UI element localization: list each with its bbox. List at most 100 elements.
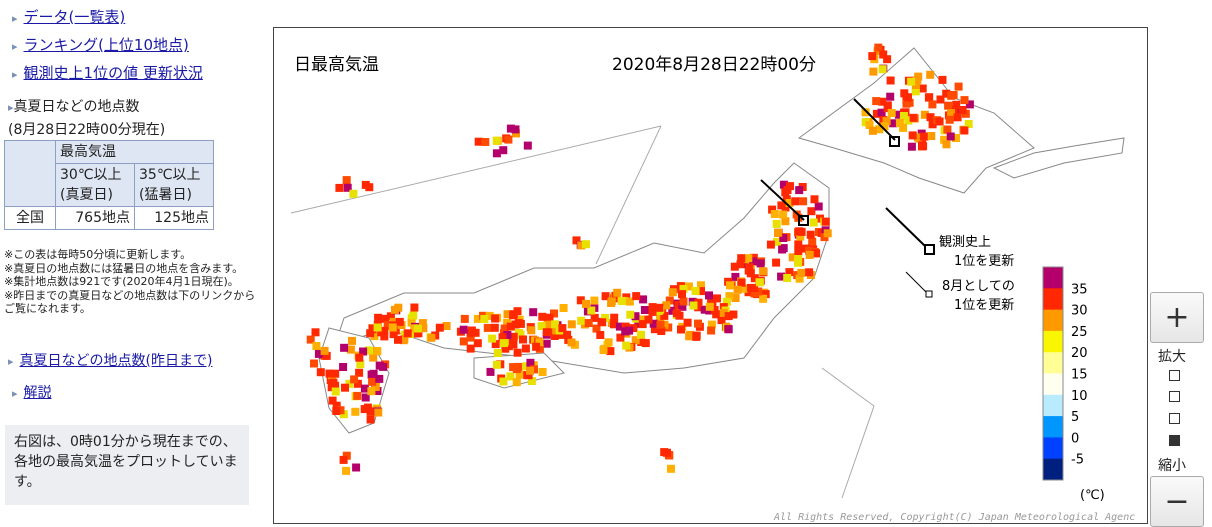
cell: 125地点	[134, 206, 214, 230]
subheader: 30℃以上 (真夏日)	[55, 163, 135, 207]
station	[958, 106, 967, 115]
legend-label: -5	[1071, 453, 1084, 468]
station	[865, 121, 874, 129]
station	[558, 330, 567, 339]
station	[592, 324, 601, 333]
link[interactable]: 真夏日などの地点数(昨日まで)	[8, 350, 213, 370]
station	[637, 330, 645, 339]
station	[744, 288, 753, 297]
station	[874, 43, 883, 52]
note: ※真夏日の地点数には猛暑日の地点を含みます。	[4, 261, 244, 275]
zoom-in-button[interactable]: +	[1150, 292, 1204, 343]
station	[368, 325, 377, 334]
station	[515, 370, 524, 379]
station	[339, 455, 348, 464]
station	[363, 403, 372, 412]
station	[499, 377, 508, 386]
station	[316, 368, 325, 377]
link[interactable]: 解説	[12, 382, 52, 402]
station	[907, 142, 916, 151]
station	[336, 406, 345, 415]
line	[821, 367, 875, 499]
station	[779, 234, 788, 242]
station	[778, 245, 787, 254]
station	[328, 396, 337, 405]
station	[409, 311, 418, 320]
station	[914, 72, 923, 81]
link[interactable]: ランキング(上位10地点)	[12, 34, 189, 55]
station	[737, 278, 746, 287]
station	[511, 125, 520, 134]
station	[582, 299, 590, 308]
station	[781, 217, 790, 226]
station	[777, 272, 786, 281]
zoom-level[interactable]	[1169, 391, 1180, 402]
station	[493, 349, 502, 357]
station	[615, 322, 624, 331]
station	[794, 247, 803, 256]
map-panel: 日最高気温 2020年8月28日22時00分 観測史上 1位を更新 8月としての…	[273, 27, 1148, 524]
station	[644, 315, 653, 324]
station	[399, 336, 408, 345]
station	[779, 210, 788, 219]
legend-swatch	[1043, 352, 1063, 374]
zoom-level[interactable]	[1169, 435, 1180, 446]
station	[306, 335, 315, 344]
station	[473, 314, 482, 323]
station	[788, 253, 797, 262]
station	[737, 254, 746, 263]
link[interactable]: 観測史上1位の値 更新状況	[12, 62, 203, 83]
station	[576, 296, 585, 305]
station	[514, 362, 523, 371]
station	[492, 149, 501, 158]
zoom-out-label: 縮小	[1158, 458, 1186, 474]
station	[717, 316, 726, 325]
station	[572, 236, 581, 245]
leader	[905, 271, 927, 293]
station	[938, 75, 947, 84]
link[interactable]: データ(一覧表)	[12, 6, 126, 27]
station	[877, 108, 886, 117]
station	[908, 131, 917, 140]
line	[290, 125, 662, 214]
station	[490, 323, 499, 332]
zoom-level[interactable]	[1169, 370, 1180, 381]
table-header: 最高気温	[55, 140, 214, 164]
annotation-keys	[760, 98, 935, 298]
station	[960, 126, 969, 135]
legend-unit: (℃)	[1080, 488, 1105, 503]
station	[350, 375, 359, 384]
station	[577, 316, 586, 325]
legend-marker	[924, 244, 935, 255]
station	[375, 374, 384, 383]
zoom-level[interactable]	[1169, 413, 1180, 424]
subheader-line: 30℃以上	[60, 167, 122, 183]
station	[759, 294, 768, 303]
station	[660, 311, 669, 320]
station	[632, 292, 641, 301]
station	[483, 323, 492, 332]
station	[351, 407, 360, 416]
count-title-text: 真夏日などの地点数	[13, 99, 140, 115]
station	[755, 278, 764, 287]
station	[371, 383, 380, 391]
station	[473, 339, 482, 348]
station	[899, 112, 908, 120]
station	[886, 76, 895, 85]
station	[946, 132, 955, 141]
station	[345, 379, 354, 388]
station	[509, 310, 518, 319]
station	[942, 140, 951, 149]
station	[795, 227, 804, 236]
station	[509, 363, 518, 372]
station	[369, 353, 378, 362]
station	[341, 383, 349, 392]
station	[668, 288, 677, 297]
station	[641, 339, 650, 348]
station	[889, 119, 898, 128]
station	[504, 135, 513, 144]
station	[356, 360, 365, 369]
zoom-out-button[interactable]: −	[1150, 476, 1204, 527]
annotation: 観測史上	[939, 235, 991, 250]
station	[352, 463, 361, 472]
